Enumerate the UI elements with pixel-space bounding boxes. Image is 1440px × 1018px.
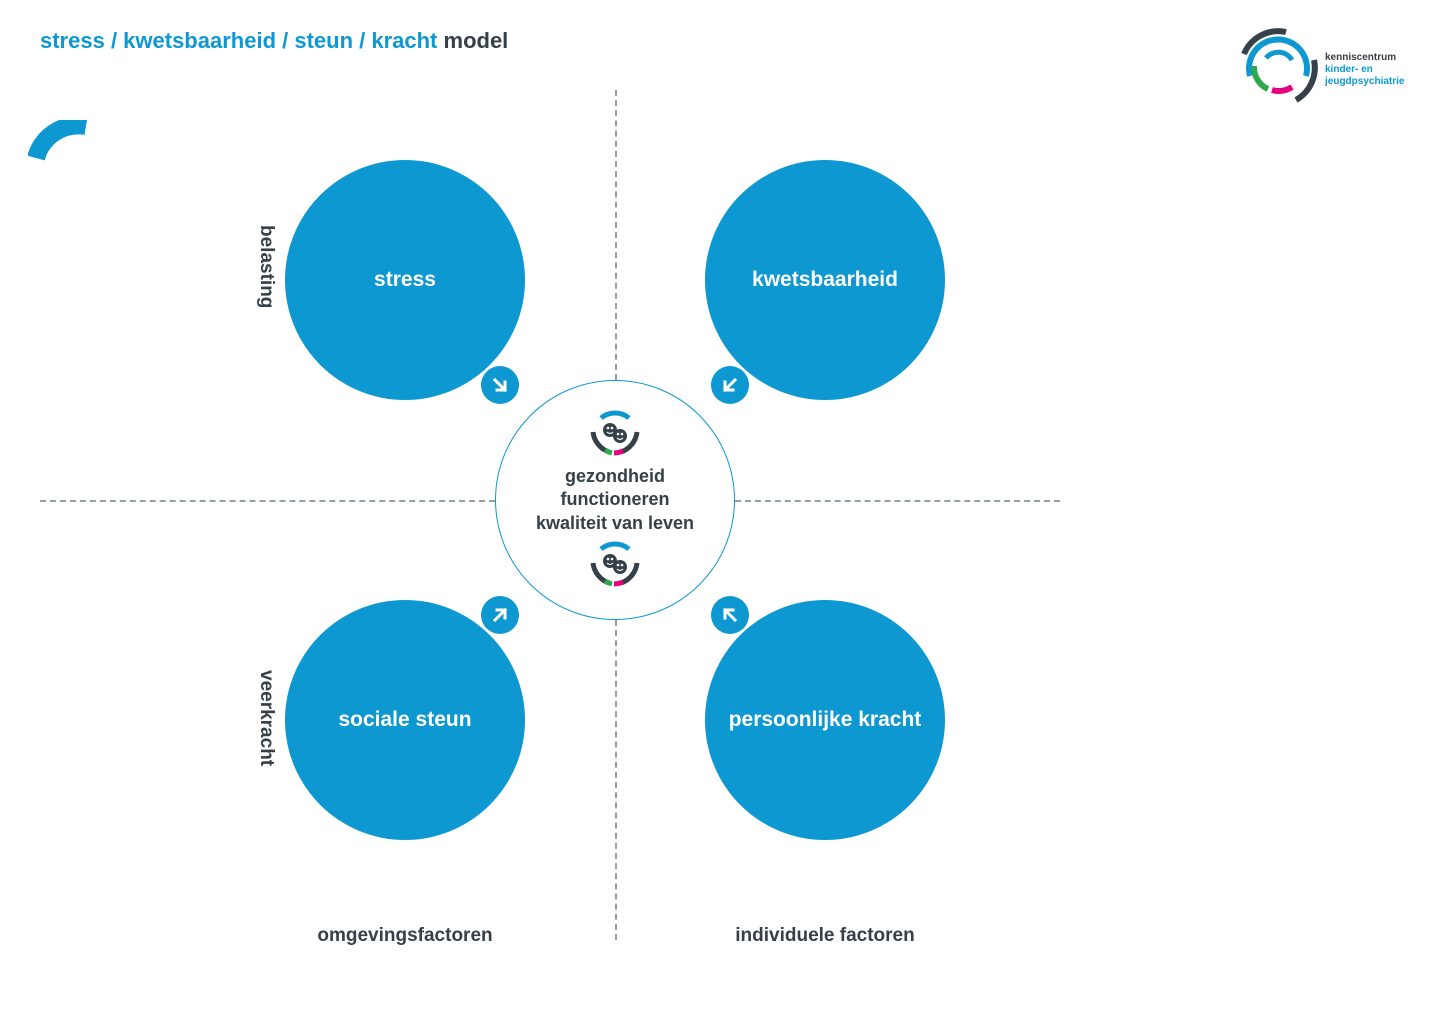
logo-line3: jeugdpsychiatrie	[1324, 76, 1405, 87]
row-label-veerkracht: veerkracht	[255, 670, 277, 766]
logo-line2: kinder- en	[1325, 64, 1373, 75]
center-line2: functioneren	[536, 488, 694, 511]
title-accent: stress / kwetsbaarheid / steun / kracht	[40, 28, 437, 53]
arrow-tr	[711, 366, 749, 404]
arrow-bl	[481, 596, 519, 634]
axis-vertical-top	[615, 90, 617, 380]
axis-horizontal-right	[735, 500, 1060, 502]
logo-line1: kenniscentrum	[1325, 52, 1396, 63]
center-text: gezondheid functioneren kwaliteit van le…	[536, 465, 694, 535]
row-label-belasting: belasting	[255, 225, 277, 308]
logo: kenniscentrum kinder- en jeugdpsychiatri…	[1230, 18, 1410, 123]
axis-vertical-bottom	[615, 620, 617, 940]
center-line3: kwaliteit van leven	[536, 512, 694, 535]
decorative-arc	[28, 120, 108, 195]
col-label-omgeving: omgevingsfactoren	[285, 925, 525, 947]
arrow-up-right-icon	[491, 606, 509, 624]
circle-persoonlijke-kracht: persoonlijke kracht	[705, 600, 945, 840]
arrow-down-left-icon	[721, 376, 739, 394]
center-line1: gezondheid	[536, 465, 694, 488]
circle-sociale-steun: sociale steun	[285, 600, 525, 840]
circle-kwetsbaarheid: kwetsbaarheid	[705, 160, 945, 400]
arrow-br	[711, 596, 749, 634]
col-label-individueel: individuele factoren	[705, 925, 945, 947]
circle-stress: stress	[285, 160, 525, 400]
arrow-tl	[481, 366, 519, 404]
arrow-up-left-icon	[721, 606, 739, 624]
title-plain: model	[437, 28, 508, 53]
arrow-down-right-icon	[491, 376, 509, 394]
circle-stress-label: stress	[374, 268, 436, 292]
center-icon-top	[583, 406, 647, 461]
center-icon-bottom	[583, 539, 647, 594]
axis-horizontal-left	[40, 500, 495, 502]
center-circle: gezondheid functioneren kwaliteit van le…	[495, 380, 735, 620]
circle-persoonlijke-kracht-label: persoonlijke kracht	[729, 708, 922, 732]
circle-sociale-steun-label: sociale steun	[338, 708, 471, 732]
circle-kwetsbaarheid-label: kwetsbaarheid	[752, 268, 898, 292]
page-title: stress / kwetsbaarheid / steun / kracht …	[40, 28, 508, 54]
